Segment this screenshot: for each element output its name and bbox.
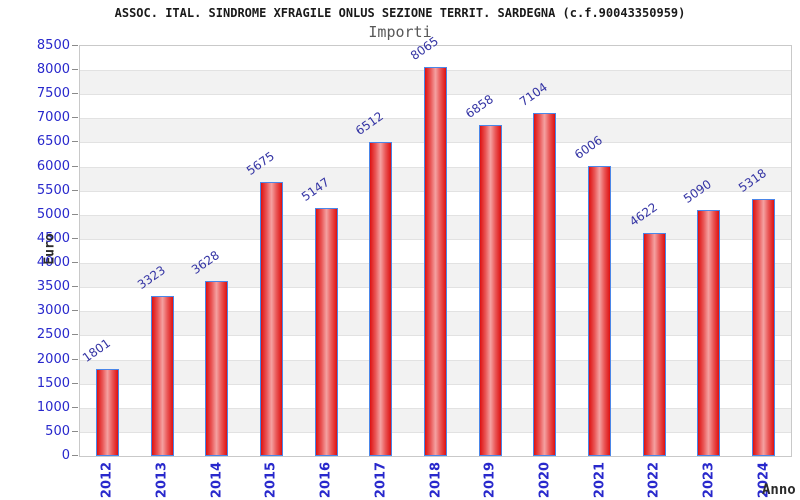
y-tick-mark	[72, 334, 78, 335]
y-tick-label: 3000	[36, 303, 70, 319]
y-tick-label: 7000	[36, 110, 70, 126]
bar	[697, 210, 721, 456]
y-tick-mark	[72, 117, 78, 118]
y-tick-mark	[72, 262, 78, 263]
x-tick-label: 2018	[428, 461, 443, 499]
chart-title: ASSOC. ITAL. SINDROME XFRAGILE ONLUS SEZ…	[114, 6, 686, 20]
y-tick-mark	[72, 93, 78, 94]
bar	[259, 182, 283, 456]
y-tick-mark	[72, 190, 78, 191]
x-tick-label: 2014	[209, 461, 225, 499]
y-tick-mark	[72, 310, 78, 311]
y-tick-label: 4000	[36, 255, 70, 271]
y-axis-title: Euro	[42, 233, 58, 265]
y-tick-mark	[72, 166, 78, 167]
y-tick-mark	[72, 383, 78, 384]
bar	[752, 199, 776, 456]
y-tick-label: 6000	[36, 158, 70, 174]
y-tick-label: 7500	[36, 86, 70, 102]
x-tick-label: 2015	[263, 461, 279, 499]
x-tick-label: 2013	[154, 461, 170, 499]
y-tick-label: 6500	[36, 134, 70, 150]
y-tick-label: 4500	[36, 230, 70, 246]
x-tick-label: 2017	[373, 461, 389, 499]
x-tick-label: 2020	[537, 461, 553, 499]
y-tick-mark	[72, 286, 78, 287]
y-tick-label: 1500	[36, 375, 70, 391]
grid-band	[80, 46, 791, 71]
x-tick-label: 2012	[99, 461, 115, 499]
chart-subtitle: Importi	[368, 23, 432, 41]
y-tick-mark	[72, 455, 78, 456]
y-tick-mark	[72, 69, 78, 70]
bar	[533, 113, 557, 456]
bar	[314, 207, 338, 456]
bar	[588, 166, 612, 456]
bar	[642, 233, 666, 456]
y-tick-label: 3500	[36, 279, 70, 295]
y-tick-label: 8000	[36, 62, 70, 78]
x-tick-label: 2021	[592, 461, 608, 499]
y-tick-mark	[72, 141, 78, 142]
bar	[205, 281, 229, 456]
x-tick-label: 2022	[646, 461, 662, 499]
y-tick-label: 8500	[36, 38, 70, 53]
bar	[369, 141, 393, 456]
bar	[424, 66, 447, 456]
x-tick-label: 2023	[701, 461, 717, 499]
y-tick-label: 2500	[36, 327, 70, 343]
bar	[478, 125, 502, 456]
y-tick-mark	[72, 45, 78, 46]
y-tick-label: 0	[61, 448, 70, 463]
y-tick-mark	[72, 359, 78, 360]
y-tick-label: 2000	[36, 351, 70, 367]
x-tick-label: 2016	[318, 461, 334, 499]
y-tick-mark	[72, 431, 78, 432]
y-tick-mark	[72, 238, 78, 239]
x-axis-title: Anno	[762, 482, 796, 498]
plot-area: 1801 3323 3628 5675 5147 6512 8065 6858 7104 6006…	[79, 34, 792, 457]
bar	[150, 295, 174, 456]
y-tick-label: 5500	[36, 182, 70, 198]
y-tick-label: 500	[45, 423, 70, 439]
y-tick-mark	[72, 407, 78, 408]
y-tick-label: 5000	[36, 206, 70, 222]
y-tick-mark	[72, 214, 78, 215]
bar	[95, 369, 119, 456]
x-tick-label: 2019	[482, 461, 498, 499]
y-tick-label: 1000	[36, 399, 70, 415]
